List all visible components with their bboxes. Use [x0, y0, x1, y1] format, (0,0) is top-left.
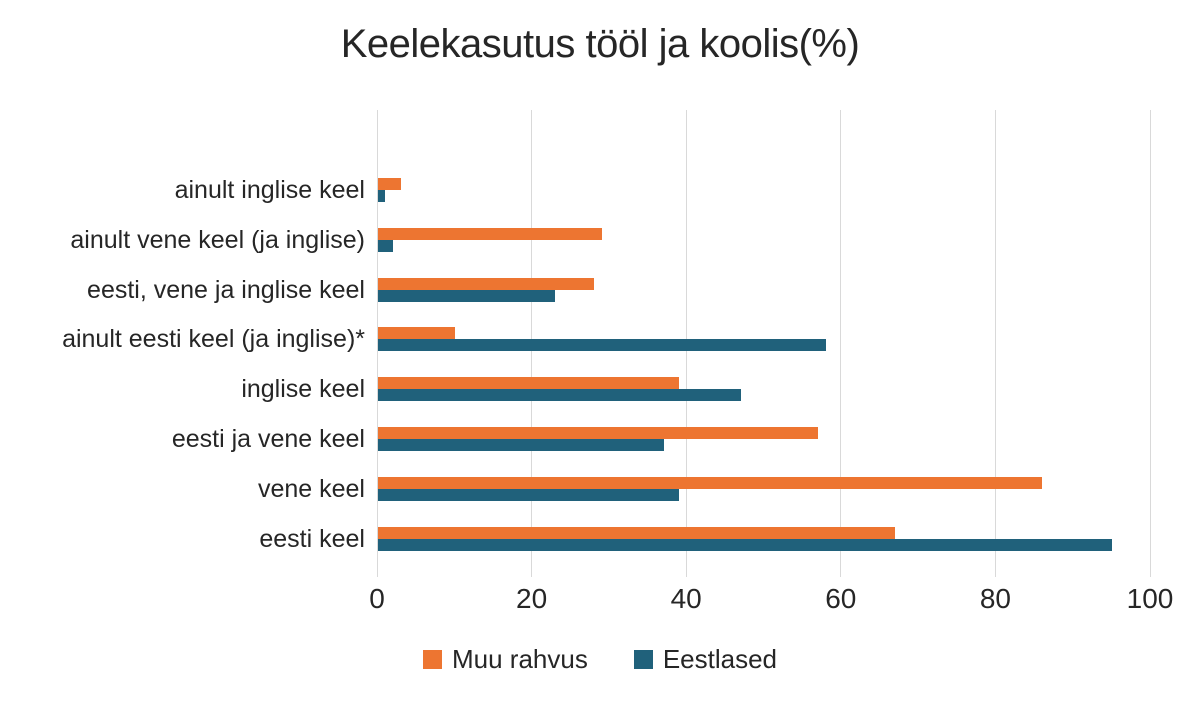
- bar-muu-rahvus-row-3: [377, 277, 594, 290]
- x-axis-tick-label-80: 80: [979, 583, 1011, 614]
- bar-eestlased-row-4: [377, 339, 826, 352]
- bar-eestlased-row-1: [377, 190, 386, 202]
- bar-muu-rahvus-row-5: [377, 377, 679, 390]
- legend-item-eestlased: Eestlased: [633, 644, 778, 675]
- bar-eestlased-row-5: [377, 389, 741, 402]
- gridline-x-100: [1149, 110, 1151, 577]
- x-axis-tick-label-60: 60: [825, 583, 857, 614]
- category-label-3: eesti, vene ja inglise keel: [87, 275, 365, 304]
- x-axis-tick-label-100: 100: [1126, 583, 1174, 614]
- gridline-x-0: [376, 110, 378, 577]
- legend-swatch-muu-rahvus: [422, 650, 442, 669]
- legend-label-muu-rahvus: Muu rahvus: [451, 644, 588, 674]
- legend-item-muu-rahvus: Muu rahvus: [422, 644, 588, 675]
- category-label-8: eesti keel: [259, 524, 365, 553]
- category-label-1: ainult inglise keel: [174, 176, 365, 204]
- bar-muu-rahvus-row-2: [377, 227, 602, 240]
- bar-muu-rahvus-row-6: [377, 427, 819, 439]
- x-axis-tick-label-0: 0: [369, 583, 385, 614]
- bar-eestlased-row-2: [377, 239, 393, 252]
- x-axis-tick-label-40: 40: [670, 583, 702, 614]
- category-label-7: vene keel: [257, 474, 365, 503]
- legend-label-eestlased: Eestlased: [662, 644, 778, 674]
- x-axis-tick-label-20: 20: [516, 583, 548, 614]
- bar-muu-rahvus-row-1: [377, 178, 401, 190]
- chart-title: Keelekasutus tööl ja koolis(%): [340, 22, 860, 66]
- bar-eestlased-row-8: [377, 538, 1112, 551]
- bar-muu-rahvus-row-8: [377, 526, 896, 539]
- legend-swatch-eestlased: [633, 650, 653, 669]
- category-label-4: ainult eesti keel (ja inglise)*: [62, 325, 365, 354]
- gridline-x-80: [994, 110, 996, 577]
- bar-eestlased-row-7: [377, 488, 679, 501]
- bar-eestlased-row-3: [377, 289, 556, 302]
- bar-muu-rahvus-row-7: [377, 476, 1043, 489]
- gridline-x-60: [840, 110, 842, 577]
- category-label-6: eesti ja vene keel: [171, 425, 365, 453]
- category-label-2: ainult vene keel (ja inglise): [70, 225, 365, 254]
- category-label-5: inglise keel: [241, 375, 365, 404]
- bar-eestlased-row-6: [377, 439, 664, 451]
- bar-muu-rahvus-row-4: [377, 327, 455, 340]
- legend: Muu rahvus Eestlased: [0, 644, 1200, 675]
